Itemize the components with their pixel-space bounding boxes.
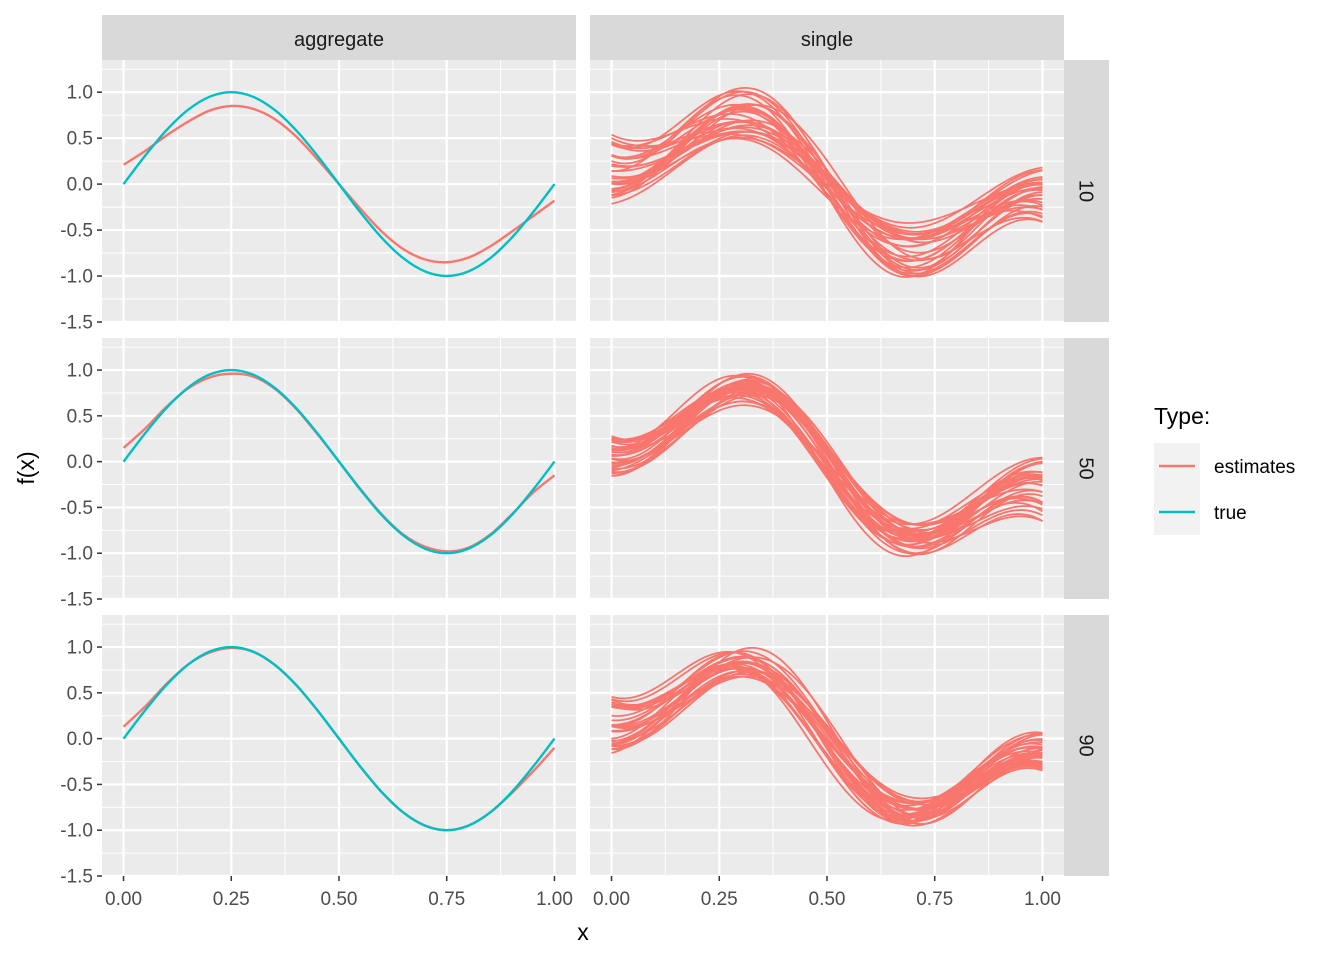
row-strip-50 [1064, 338, 1109, 599]
x-tick-label: 0.00 [105, 889, 142, 910]
panel-aggregate-10 [102, 60, 576, 324]
series-line-estimates [611, 374, 1043, 558]
row-strips: 10 50 90 [1064, 60, 1109, 876]
column-strip-label-single: single [801, 29, 853, 51]
row-strip-label-10: 10 [1075, 180, 1097, 202]
x-tick-label: 0.75 [916, 889, 953, 910]
series-line-true [122, 368, 556, 555]
series-line-estimates [611, 130, 1043, 240]
series-line-estimates [611, 117, 1043, 248]
series-line-estimates [611, 372, 1043, 541]
series-line-estimates [611, 136, 1043, 224]
series-line-estimates [611, 375, 1043, 537]
series-line-estimates [611, 400, 1043, 540]
x-tick-label: 0.50 [809, 889, 846, 910]
series-line-true [122, 645, 556, 832]
column-strip-single [590, 15, 1064, 60]
x-axes: 0.00 0.25 0.50 0.75 1.00 0.00 0.25 0.50 0.75 1.00 [105, 876, 1061, 910]
y-tick-label: 1.0 [67, 361, 93, 382]
panel-single-10 [590, 60, 1064, 324]
column-strips: aggregate single [102, 15, 1064, 60]
y-tick-label: 0.0 [67, 729, 93, 750]
series-line-estimates [611, 655, 1043, 822]
y-tick-label: -1.0 [60, 544, 93, 565]
x-tick-label: 0.25 [213, 889, 250, 910]
x-tick-label: 1.00 [536, 889, 573, 910]
x-tick-label: 0.50 [321, 889, 358, 910]
series-line-estimates [611, 396, 1043, 530]
x-tick-label: 0.00 [593, 889, 630, 910]
series-line-estimates [611, 668, 1043, 806]
column-strip-aggregate [102, 15, 576, 60]
y-tick-label: -1.0 [60, 821, 93, 842]
panel-aggregate-50 [102, 338, 576, 601]
row-strip-10 [1064, 60, 1109, 322]
series-layer [122, 368, 556, 555]
row-strip-label-50: 50 [1075, 457, 1097, 479]
y-tick-label: -0.5 [60, 221, 93, 242]
panel-aggregate-90 [102, 615, 576, 878]
series-layer [611, 86, 1043, 278]
y-axis-title: f(x) [13, 451, 39, 484]
series-layer [122, 90, 556, 278]
series-line-estimates [611, 662, 1043, 811]
y-tick-label: -0.5 [60, 775, 93, 796]
series-layer [122, 645, 556, 832]
y-tick-label: 0.5 [67, 683, 93, 704]
panel-single-90 [590, 615, 1064, 878]
panels-layer [102, 60, 1064, 878]
x-tick-label: 1.00 [1024, 889, 1061, 910]
series-line-estimates [611, 134, 1043, 240]
series-line-estimates [611, 103, 1043, 271]
legend-title: Type: [1154, 403, 1210, 429]
y-axes: -1.5 -1.0 -0.5 0.0 0.5 1.0 -1.5 -1.0 -0.5 0.0 0.5 1… [60, 83, 102, 888]
y-tick-label: 0.5 [67, 406, 93, 427]
y-tick-label: -1.5 [60, 867, 93, 888]
series-line-estimates [611, 86, 1043, 275]
y-tick-label: -1.5 [60, 313, 93, 334]
series-layer [611, 646, 1043, 827]
y-tick-label: 0.5 [67, 129, 93, 150]
legend-label-true: true [1214, 503, 1247, 524]
series-layer [611, 372, 1043, 558]
y-tick-label: 0.0 [67, 175, 93, 196]
row-strip-label-90: 90 [1075, 734, 1097, 756]
series-line-estimates [611, 670, 1043, 804]
legend-label-estimates: estimates [1214, 457, 1295, 478]
x-tick-label: 0.75 [428, 889, 465, 910]
series-line-estimates [611, 386, 1043, 542]
row-strip-90 [1064, 615, 1109, 876]
series-line-estimates [611, 667, 1043, 819]
y-tick-label: -1.0 [60, 267, 93, 288]
y-tick-label: 0.0 [67, 452, 93, 473]
series-line-true [122, 90, 556, 278]
x-tick-label: 0.25 [701, 889, 738, 910]
column-strip-label-aggregate: aggregate [294, 29, 384, 51]
y-tick-label: -0.5 [60, 498, 93, 519]
series-line-estimates [611, 383, 1043, 556]
legend: Type: estimates true [1154, 403, 1295, 535]
y-tick-label: 1.0 [67, 638, 93, 659]
panel-single-50 [590, 338, 1064, 601]
y-tick-label: -1.5 [60, 590, 93, 611]
x-axis-title: x [577, 919, 589, 945]
y-tick-label: 1.0 [67, 83, 93, 104]
series-line-estimates [611, 656, 1043, 819]
